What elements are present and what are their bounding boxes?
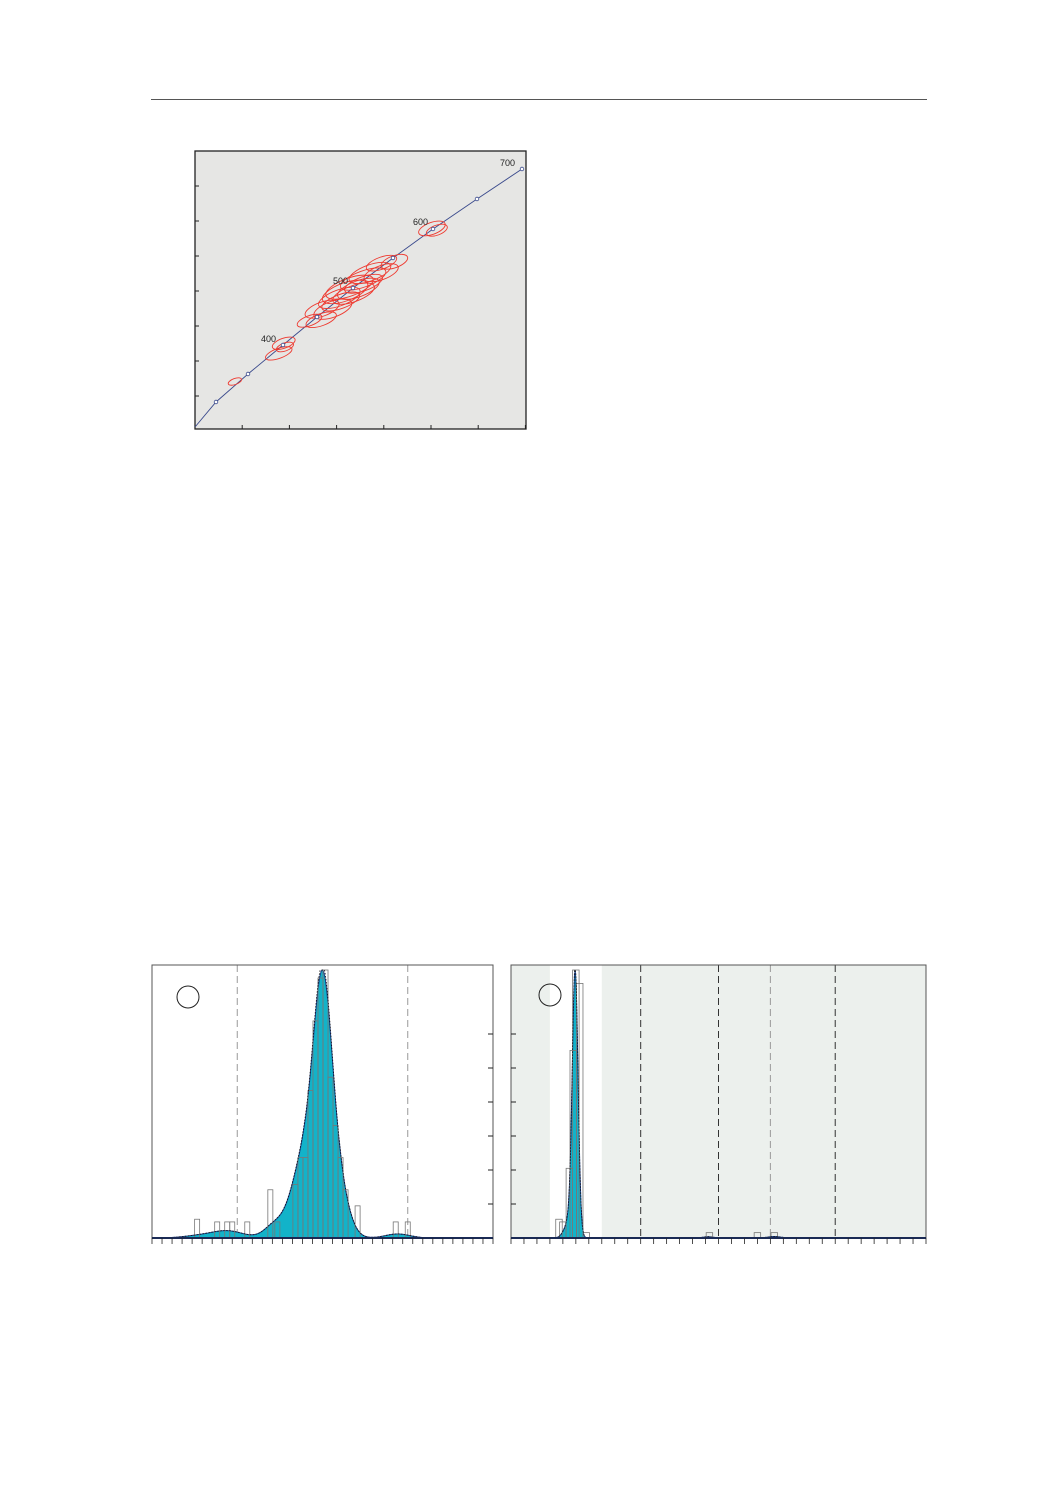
- error-ellipse: [418, 220, 446, 237]
- age-marker: [280, 342, 286, 348]
- error-ellipse: [337, 277, 380, 300]
- concordia-chart: 400 500 600 700: [194, 150, 527, 430]
- age-marker: [350, 285, 356, 291]
- age-marker: [430, 226, 436, 232]
- error-ellipse: [321, 279, 369, 305]
- panel-label-circle: [538, 983, 562, 1007]
- age-marker: [519, 166, 525, 172]
- age-label: 400: [261, 334, 276, 344]
- error-ellipse: [271, 336, 296, 350]
- error-ellipse: [265, 346, 293, 361]
- header-rule: [151, 99, 927, 100]
- error-ellipse: [344, 273, 383, 294]
- density-curve: [152, 969, 493, 1239]
- error-ellipse: [339, 267, 387, 291]
- error-ellipse: [227, 377, 243, 386]
- age-marker: [474, 196, 480, 202]
- error-ellipse: [317, 286, 361, 309]
- age-marker: [213, 399, 219, 405]
- probability-curve: [511, 969, 926, 1239]
- probability-curve: [152, 969, 493, 1239]
- error-ellipse: [425, 223, 448, 237]
- age-label: 600: [413, 217, 428, 227]
- age-label: 500: [333, 276, 348, 286]
- histogram-right: [510, 964, 927, 1244]
- age-label: 700: [500, 158, 515, 168]
- age-marker: [314, 314, 320, 320]
- age-marker: [245, 371, 251, 377]
- histogram-left: [151, 964, 494, 1244]
- panel-label-circle: [176, 985, 200, 1009]
- concordia-curve: [194, 168, 523, 428]
- age-marker: [390, 255, 396, 261]
- error-ellipse: [305, 311, 337, 329]
- plot-area: [194, 150, 527, 430]
